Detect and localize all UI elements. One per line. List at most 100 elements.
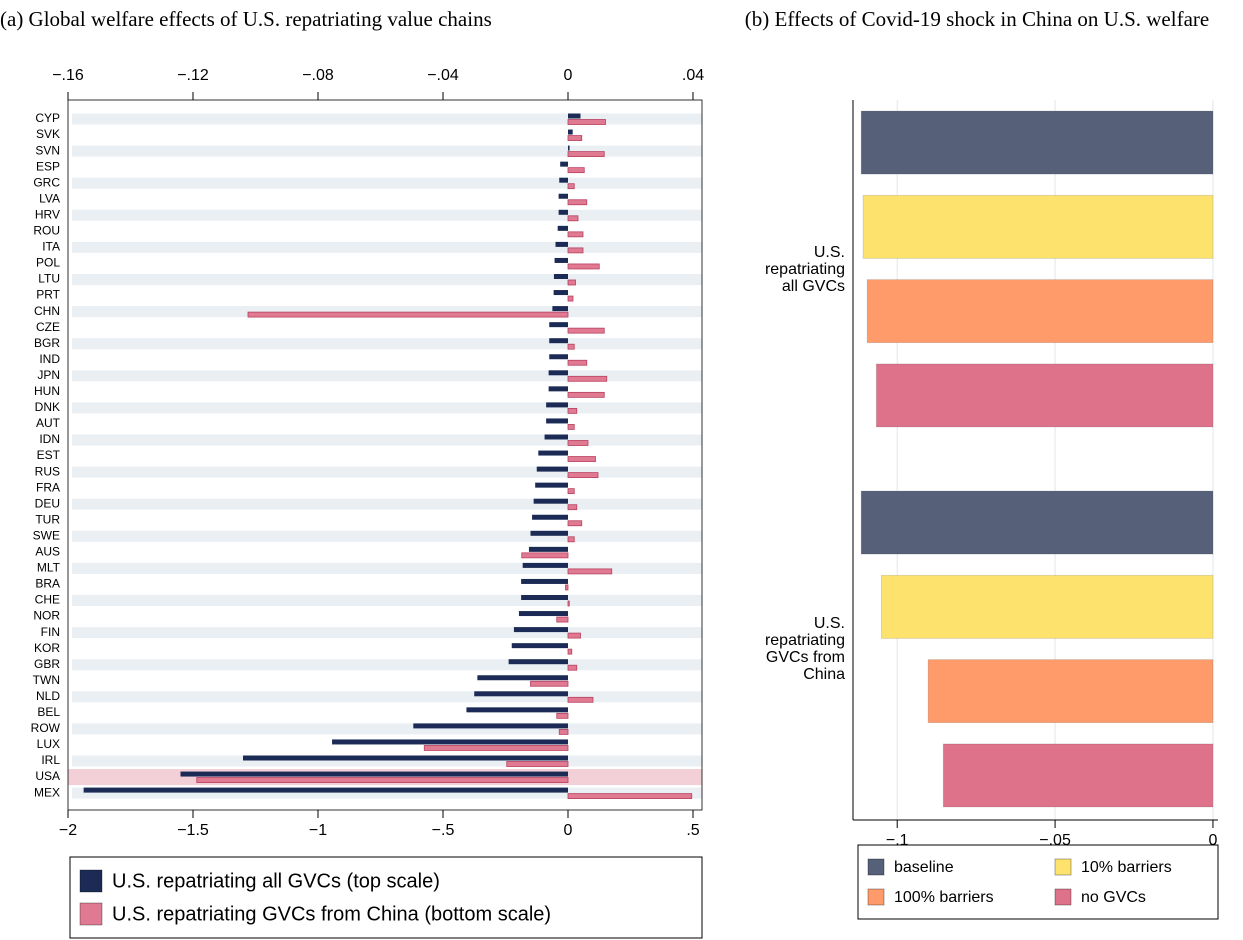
category-label: USA	[35, 769, 60, 783]
bar	[522, 562, 568, 568]
legend-label: no GVCs	[1081, 889, 1146, 906]
bar	[521, 578, 568, 584]
row-band	[72, 306, 702, 318]
bar	[567, 343, 575, 350]
bar	[860, 110, 1214, 175]
category-label: CZE	[36, 320, 60, 334]
category-label: CHN	[34, 304, 60, 318]
x2-tick-label: −.16	[52, 67, 84, 84]
bar	[567, 520, 583, 527]
legend-box	[857, 844, 1219, 920]
bar	[530, 530, 568, 536]
category-label: LVA	[39, 191, 60, 205]
bar	[567, 407, 578, 414]
bar	[508, 659, 568, 665]
bar	[555, 241, 568, 247]
bar	[881, 574, 1214, 639]
bar	[567, 440, 589, 446]
category-label: NOR	[33, 609, 60, 623]
category-label: KOR	[34, 641, 60, 655]
legend-label: 100% barriers	[894, 889, 994, 906]
legend-swatch	[867, 858, 885, 876]
row-band	[72, 434, 702, 446]
category-label: HUN	[34, 384, 60, 398]
bar	[567, 472, 599, 479]
bar	[554, 257, 568, 263]
category-label: SVN	[35, 143, 60, 157]
bar	[567, 359, 588, 366]
bar	[83, 787, 568, 793]
category-label: AUT	[36, 416, 61, 430]
bar	[567, 135, 583, 141]
bar	[567, 488, 575, 495]
legend-label: baseline	[894, 859, 954, 876]
bar	[423, 745, 569, 751]
category-label: TWN	[33, 673, 60, 687]
row-band	[72, 723, 702, 735]
x2-tick-label: −.04	[427, 67, 459, 84]
category-label: CYP	[35, 111, 60, 125]
row-band	[72, 241, 702, 253]
category-label: RUS	[35, 464, 60, 478]
category-label: BRA	[35, 577, 60, 591]
bar	[567, 632, 581, 639]
category-label: CHE	[35, 593, 60, 607]
category-label: JPN	[37, 368, 60, 382]
bar	[567, 279, 576, 286]
bar	[558, 209, 568, 215]
row-band	[72, 370, 702, 382]
category-label: IDN	[39, 432, 60, 446]
bar	[553, 290, 568, 296]
row-band	[72, 274, 702, 285]
bar	[528, 546, 568, 552]
category-label: POL	[36, 256, 60, 270]
x-tick-label: −1.5	[177, 822, 209, 839]
legend-swatch	[79, 869, 103, 893]
bar	[477, 675, 568, 681]
bar	[567, 167, 585, 174]
legend-box	[69, 856, 703, 939]
x2-tick-label: −.12	[177, 67, 209, 84]
bar	[567, 391, 605, 398]
category-label: U.S. repatriating all GVCs	[764, 243, 845, 295]
x-tick-label: −.5	[432, 822, 455, 839]
category-label: ROW	[31, 721, 61, 735]
bar	[521, 552, 569, 559]
bar	[474, 691, 568, 697]
category-label: BEL	[37, 705, 60, 719]
category-label: GRC	[33, 175, 60, 189]
bar	[558, 729, 569, 735]
bar	[567, 183, 575, 190]
category-label: U.S. repatriating GVCs from China	[764, 615, 845, 683]
category-label: IND	[39, 352, 60, 366]
bar	[532, 514, 568, 520]
category-label: DNK	[35, 400, 60, 414]
category-label: ROU	[33, 224, 60, 238]
legend-swatch	[867, 888, 885, 906]
legend-swatch	[1054, 858, 1072, 876]
bar	[567, 536, 575, 543]
x-tick-label: .5	[686, 822, 699, 839]
bar	[538, 450, 568, 456]
x-tick-label: 0	[564, 822, 573, 839]
bar	[536, 466, 568, 472]
bar	[860, 490, 1214, 555]
row-band	[72, 113, 702, 125]
legend-label: U.S. repatriating all GVCs (top scale)	[112, 870, 440, 892]
category-label: AUS	[35, 545, 60, 559]
bar	[548, 386, 568, 392]
bar	[862, 194, 1214, 259]
bar	[567, 263, 600, 270]
category-label: BGR	[34, 336, 60, 350]
bar	[567, 600, 570, 607]
row-band	[72, 466, 702, 478]
x2-tick-label: 0	[564, 67, 573, 84]
bar	[332, 739, 568, 745]
bar	[518, 611, 568, 617]
category-label: IRL	[41, 753, 60, 767]
category-label: LUX	[37, 737, 60, 751]
bar	[521, 595, 568, 600]
bar	[567, 295, 574, 302]
bar	[511, 643, 568, 649]
